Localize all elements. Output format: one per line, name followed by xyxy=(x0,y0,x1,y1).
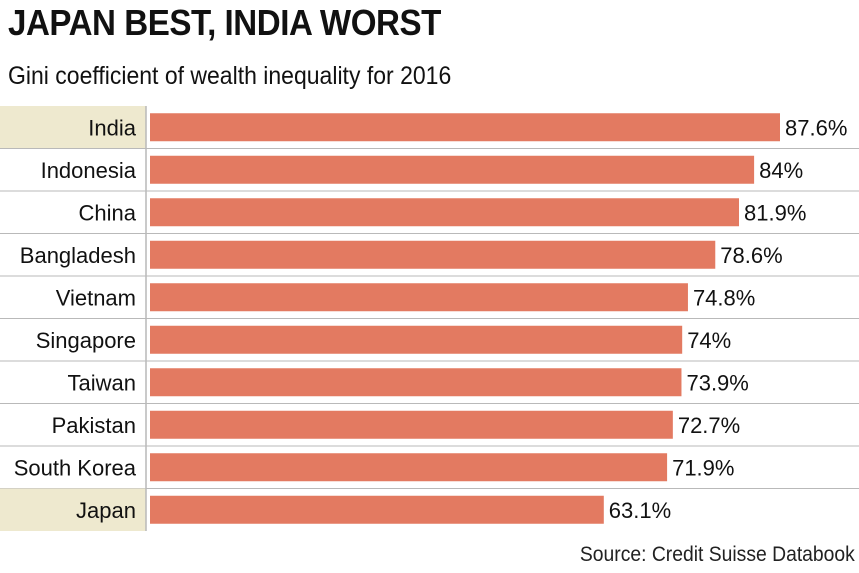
category-label-singapore: Singapore xyxy=(36,328,136,353)
bar-singapore xyxy=(150,325,683,354)
value-label-taiwan: 73.9% xyxy=(686,370,748,395)
value-label-indonesia: 84% xyxy=(759,158,803,183)
highlight-cell-india xyxy=(0,106,146,149)
bar-china xyxy=(150,198,740,227)
value-label-vietnam: 74.8% xyxy=(693,285,755,310)
bar-pakistan xyxy=(150,410,673,439)
bar-indonesia xyxy=(150,155,755,184)
value-label-pakistan: 72.7% xyxy=(678,413,740,438)
bar-japan xyxy=(150,495,604,524)
chart-subtitle: Gini coefficient of wealth inequality fo… xyxy=(8,62,452,90)
value-label-bangladesh: 78.6% xyxy=(720,243,782,268)
value-label-india: 87.6% xyxy=(785,115,847,140)
bar-india xyxy=(150,113,780,142)
highlight-cell-japan xyxy=(0,488,146,531)
category-label-india: India xyxy=(88,115,136,140)
category-label-south-korea: South Korea xyxy=(14,455,137,480)
value-label-china: 81.9% xyxy=(744,200,806,225)
category-label-indonesia: Indonesia xyxy=(41,158,137,183)
value-label-south-korea: 71.9% xyxy=(672,455,734,480)
category-label-bangladesh: Bangladesh xyxy=(20,243,136,268)
bar-south-korea xyxy=(150,453,668,482)
value-label-japan: 63.1% xyxy=(609,498,671,523)
category-label-china: China xyxy=(79,200,137,225)
bar-bangladesh xyxy=(150,240,716,269)
value-label-singapore: 74% xyxy=(687,328,731,353)
category-label-pakistan: Pakistan xyxy=(52,413,136,438)
category-label-vietnam: Vietnam xyxy=(56,285,136,310)
category-label-taiwan: Taiwan xyxy=(68,370,136,395)
bar-taiwan xyxy=(150,368,682,397)
bar-chart: India 87.6% Indonesia 84% China 81.9% Banglade… xyxy=(0,106,859,531)
category-label-japan: Japan xyxy=(76,498,136,523)
source-note: Source: Credit Suisse Databook xyxy=(580,543,855,566)
chart-title: JAPAN BEST, INDIA WORST xyxy=(8,2,441,43)
bar-vietnam xyxy=(150,283,688,312)
